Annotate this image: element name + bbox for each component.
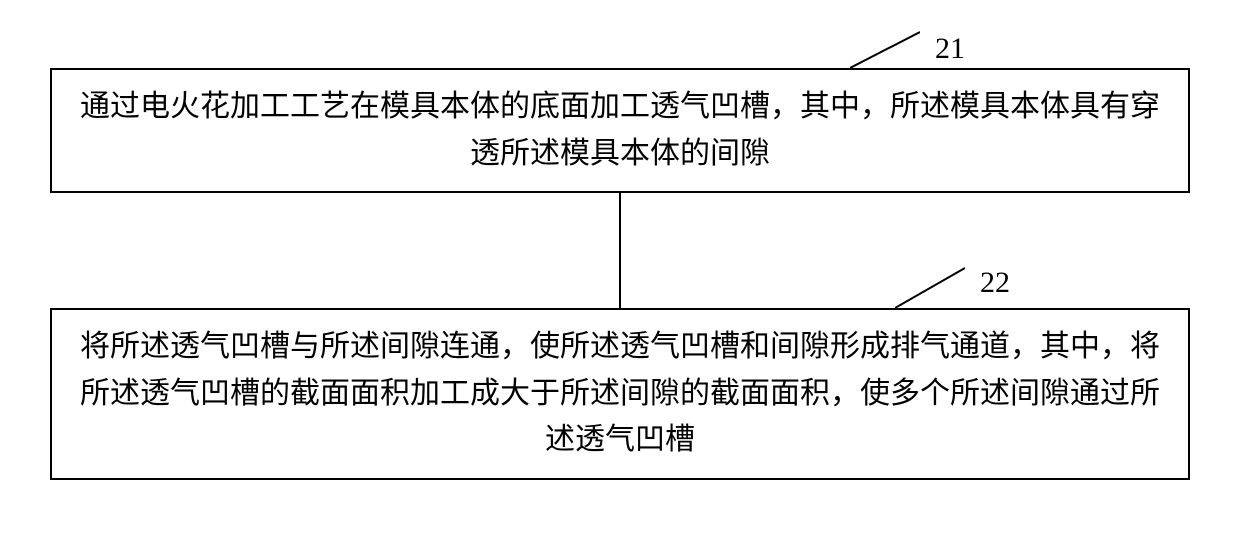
step-21-wrapper: 21 通过电火花加工工艺在模具本体的底面加工透气凹槽，其中，所述模具本体具有穿透… <box>50 68 1190 193</box>
step-21-box: 通过电火花加工工艺在模具本体的底面加工透气凹槽，其中，所述模具本体具有穿透所述模… <box>50 68 1190 193</box>
step-21-leader-line <box>850 30 920 68</box>
flowchart-container: 21 通过电火花加工工艺在模具本体的底面加工透气凹槽，其中，所述模具本体具有穿透… <box>20 20 1220 480</box>
step-22-box: 将所述透气凹槽与所述间隙连通，使所述透气凹槽和间隙形成排气通道，其中，将所述透气… <box>50 308 1190 480</box>
step-22-leader-line <box>895 266 965 308</box>
step-21-label: 21 <box>935 32 965 66</box>
step-22-label: 22 <box>980 266 1010 300</box>
connector-21-22 <box>619 193 621 308</box>
step-22-wrapper: 22 将所述透气凹槽与所述间隙连通，使所述透气凹槽和间隙形成排气通道，其中，将所… <box>50 308 1190 480</box>
